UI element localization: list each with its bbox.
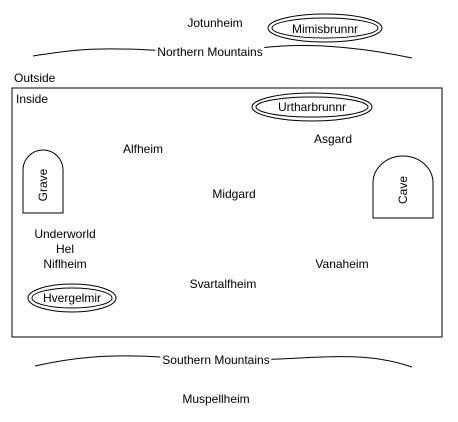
niflheim-label: Niflheim <box>43 257 87 271</box>
mimisbrunnr-well <box>267 13 383 43</box>
asgard-label: Asgard <box>313 132 353 146</box>
cave-label: Cave <box>396 175 410 205</box>
vanaheim-label: Vanaheim <box>315 257 369 271</box>
cave-arch <box>372 155 434 219</box>
inside-boundary <box>11 87 443 338</box>
southern-mountains-label: Southern Mountains <box>160 353 272 367</box>
hvergelmir-label: Hvergelmir <box>42 291 102 305</box>
hel-label: Hel <box>55 242 75 256</box>
inside-label: Inside <box>16 92 49 106</box>
urtharbrunnr-label: Urtharbrunnr <box>277 100 347 114</box>
hvergelmir-well <box>27 283 117 313</box>
grave-label: Grave <box>36 168 50 202</box>
alfheim-label: Alfheim <box>122 142 164 156</box>
muspellheim-label: Muspellheim <box>182 392 250 406</box>
northern-mountains-label: Northern Mountains <box>155 45 265 59</box>
jotunheim-label: Jotunheim <box>187 16 243 30</box>
underworld-label: Underworld <box>34 227 96 241</box>
midgard-label: Midgard <box>212 187 256 201</box>
mimisbrunnr-label: Mimisbrunnr <box>291 22 359 36</box>
grave-arch <box>22 149 64 214</box>
svartalfheim-label: Svartalfheim <box>189 277 257 291</box>
urtharbrunnr-well <box>251 92 373 122</box>
outside-label: Outside <box>14 71 56 85</box>
